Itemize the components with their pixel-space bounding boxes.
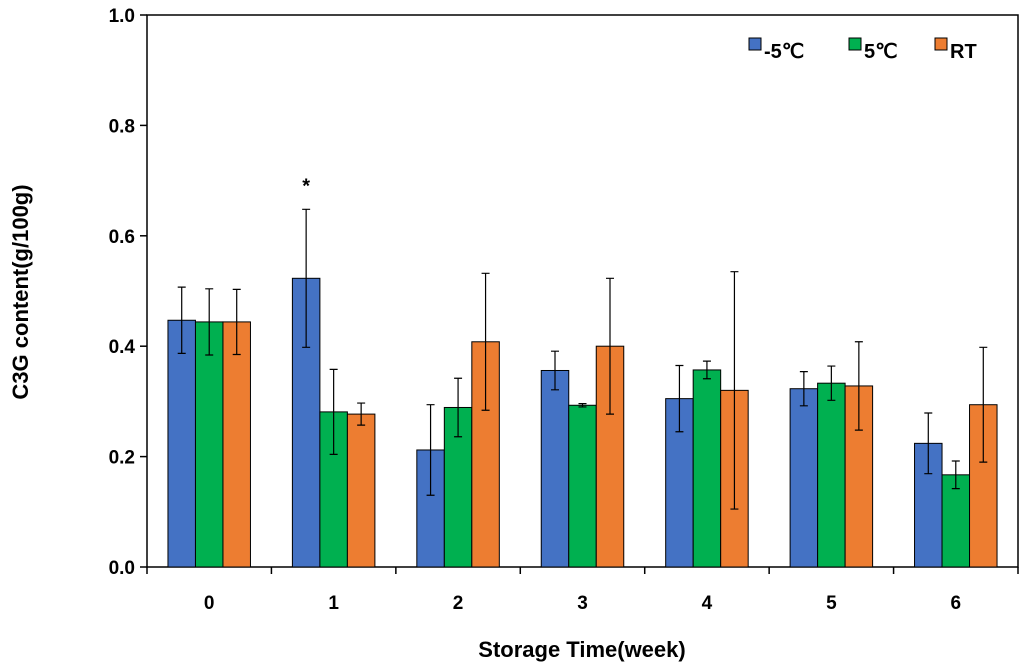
x-tick-label-5: 5 (826, 593, 837, 614)
error-bar-5c-week-1 (329, 368, 338, 455)
error-bar-minus5c-week-1 (302, 208, 311, 348)
bar-rt-week-2 (471, 341, 500, 568)
error-bar-minus5c-week-3 (551, 350, 559, 391)
legend-label-minus5c: -5℃ (764, 41, 804, 63)
legend-swatch-minus5c (748, 37, 762, 51)
bar-5c-week-3 (568, 404, 597, 568)
error-bar-line (329, 368, 338, 455)
error-bar-5c-week-4 (702, 360, 711, 380)
error-bar-minus5c-week-5 (799, 370, 808, 407)
x-tick-label-1: 1 (328, 593, 339, 614)
bars (167, 277, 998, 568)
bar-rt-week-0 (222, 321, 251, 568)
error-bar-line (979, 346, 988, 463)
bar-5c-week-4 (692, 369, 722, 568)
error-bar-minus5c-week-6 (924, 412, 933, 475)
error-bar-line (177, 286, 186, 354)
y-tick-label-0-0: 0.0 (109, 558, 135, 579)
x-tick-label-0: 0 (204, 593, 215, 614)
error-bar-line (854, 341, 863, 431)
x-axis-title: Storage Time(week) (478, 637, 685, 662)
error-bars (177, 208, 988, 510)
error-bar-5c-week-0 (205, 288, 214, 356)
bar-rt-week-1 (346, 413, 376, 568)
error-bar-minus5c-week-4 (675, 364, 684, 433)
error-bar-line (454, 377, 463, 438)
error-bar-5c-week-3 (578, 403, 587, 408)
error-bar-rt-week-5 (854, 341, 863, 431)
error-bar-line (481, 272, 490, 411)
error-bar-rt-week-0 (232, 288, 241, 356)
bar-rt-week-6 (969, 404, 998, 568)
error-bar-line (606, 277, 614, 415)
error-bar-line (426, 404, 435, 496)
error-bar-5c-week-6 (951, 460, 960, 490)
error-bar-line (302, 208, 311, 348)
error-bar-line (799, 370, 808, 407)
error-bar-line (827, 365, 836, 401)
error-bar-rt-week-6 (979, 346, 988, 463)
error-bar-line (551, 350, 559, 391)
y-axis: 0.0 0.2 0.4 0.6 0.8 1.0 (109, 6, 147, 579)
y-tick-label-0-2: 0.2 (109, 448, 135, 469)
y-tick-label-0-8: 0.8 (109, 116, 135, 137)
legend-swatch-rt (934, 37, 948, 51)
x-axis: 0 1 2 3 4 5 6 (146, 567, 1019, 614)
y-tick-label-0-6: 0.6 (109, 227, 135, 248)
y-axis-title: C3G content(g/100g) (8, 184, 33, 399)
error-bar-line (675, 364, 684, 433)
error-bar-rt-week-4 (730, 271, 739, 510)
error-bar-rt-week-2 (481, 272, 490, 411)
annotations: * (302, 175, 310, 197)
bar-minus5c-week-5 (789, 388, 819, 568)
error-bar-line (578, 403, 587, 408)
legend-swatch-5c (848, 37, 862, 51)
error-bar-line (357, 402, 366, 426)
error-bar-minus5c-week-0 (177, 286, 186, 354)
error-bar-line (924, 412, 933, 475)
significance-marker-0: * (302, 175, 310, 197)
error-bar-line (951, 460, 960, 490)
error-bar-minus5c-week-2 (426, 404, 435, 496)
y-tick-label-0-4: 0.4 (109, 337, 136, 358)
legend-label-rt: RT (950, 41, 977, 63)
error-bar-line (702, 360, 711, 380)
error-bar-5c-week-2 (454, 377, 463, 438)
x-tick-label-4: 4 (702, 593, 713, 614)
error-bar-line (232, 288, 241, 356)
legend-label-5c: 5℃ (864, 41, 898, 63)
error-bar-rt-week-1 (357, 402, 366, 426)
bar-5c-week-6 (941, 474, 971, 568)
bar-5c-week-5 (817, 382, 846, 568)
error-bar-line (205, 288, 214, 356)
error-bar-rt-week-3 (606, 277, 614, 415)
bar-5c-week-0 (194, 321, 224, 568)
error-bar-line (730, 271, 739, 510)
legend: -5℃ 5℃ RT (748, 37, 977, 63)
bar-minus5c-week-0 (167, 319, 196, 568)
bar-minus5c-week-3 (540, 369, 570, 568)
x-tick-label-2: 2 (453, 593, 464, 614)
x-tick-label-6: 6 (950, 593, 961, 614)
y-tick-label-1-0: 1.0 (109, 6, 135, 27)
error-bar-5c-week-5 (827, 365, 836, 401)
x-tick-label-3: 3 (577, 593, 588, 614)
bar-minus5c-week-6 (914, 442, 943, 568)
